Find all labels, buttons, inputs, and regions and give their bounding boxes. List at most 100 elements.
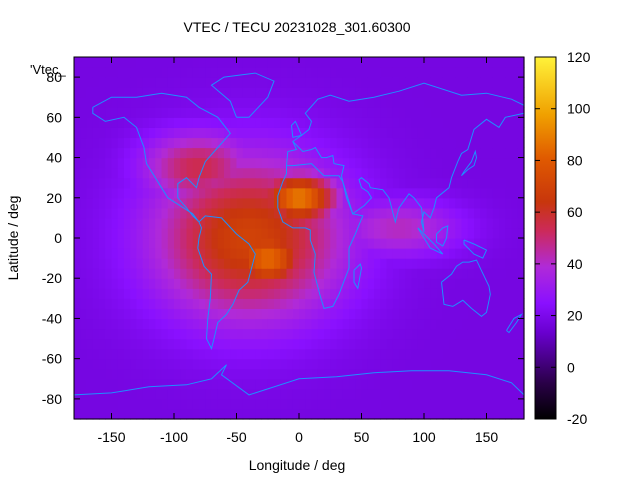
- heatmap-cell: [286, 288, 294, 299]
- heatmap-cell: [130, 107, 138, 118]
- heatmap-cell: [155, 137, 163, 149]
- heatmap-cell: [317, 207, 325, 219]
- heatmap-cell: [74, 308, 81, 320]
- heatmap-cell: [280, 268, 288, 279]
- heatmap-cell: [461, 87, 469, 98]
- heatmap-cell: [142, 388, 150, 400]
- heatmap-cell: [224, 167, 231, 179]
- heatmap-cell: [180, 358, 188, 370]
- heatmap-cell: [74, 328, 81, 340]
- heatmap-cell: [349, 167, 356, 179]
- heatmap-cell: [230, 77, 238, 88]
- heatmap-cell: [105, 388, 113, 400]
- heatmap-cell: [374, 348, 381, 360]
- heatmap-cell: [324, 77, 331, 88]
- heatmap-cell: [274, 398, 281, 410]
- heatmap-cell: [161, 308, 169, 320]
- heatmap-cell: [474, 107, 481, 118]
- heatmap-cell: [499, 398, 506, 410]
- heatmap-cell: [86, 238, 94, 249]
- heatmap-cell: [311, 288, 319, 299]
- heatmap-cell: [117, 197, 125, 209]
- heatmap-cell: [330, 328, 338, 340]
- heatmap-cell: [330, 278, 338, 289]
- heatmap-cell: [274, 268, 281, 279]
- heatmap-cell: [242, 147, 250, 159]
- heatmap-cell: [211, 67, 219, 78]
- heatmap-cell: [242, 318, 250, 330]
- heatmap-cell: [336, 167, 344, 179]
- heatmap-cell: [117, 308, 125, 320]
- heatmap-cell: [374, 278, 381, 289]
- heatmap-cell: [249, 217, 256, 229]
- heatmap-cell: [111, 57, 119, 68]
- heatmap-cell: [136, 67, 144, 78]
- heatmap-cell: [199, 87, 206, 98]
- heatmap-cell: [386, 368, 394, 380]
- heatmap-cell: [467, 207, 475, 219]
- heatmap-cell: [192, 77, 200, 88]
- heatmap-cell: [486, 137, 494, 149]
- heatmap-cell: [267, 238, 275, 249]
- heatmap-cell: [186, 97, 194, 108]
- heatmap-cell: [517, 338, 525, 350]
- heatmap-cell: [386, 278, 394, 289]
- heatmap-cell: [99, 318, 106, 330]
- heatmap-cell: [336, 157, 344, 169]
- heatmap-cell: [111, 378, 119, 390]
- heatmap-cell: [180, 57, 188, 68]
- heatmap-cell: [142, 67, 150, 78]
- heatmap-cell: [92, 67, 100, 78]
- heatmap-cell: [374, 77, 381, 88]
- heatmap-cell: [136, 408, 144, 420]
- heatmap-cell: [199, 187, 206, 199]
- heatmap-cell: [280, 288, 288, 299]
- heatmap-cell: [192, 388, 200, 400]
- heatmap-cell: [249, 318, 256, 330]
- heatmap-cell: [361, 338, 369, 350]
- heatmap-cell: [517, 107, 525, 118]
- heatmap-cell: [405, 87, 413, 98]
- heatmap-cell: [386, 157, 394, 169]
- heatmap-cell: [74, 248, 81, 259]
- heatmap-cell: [80, 217, 88, 229]
- heatmap-cell: [80, 338, 88, 350]
- heatmap-cell: [105, 318, 113, 330]
- heatmap-cell: [392, 368, 400, 380]
- x-tick-label: 0: [295, 429, 303, 445]
- heatmap-cell: [474, 167, 481, 179]
- heatmap-cell: [311, 318, 319, 330]
- heatmap-cell: [355, 388, 363, 400]
- heatmap-cell: [367, 288, 375, 299]
- heatmap-cell: [230, 268, 238, 279]
- heatmap-cell: [305, 57, 313, 68]
- heatmap-cell: [230, 288, 238, 299]
- heatmap-cell: [505, 368, 513, 380]
- heatmap-cell: [292, 137, 300, 149]
- heatmap-cell: [80, 408, 88, 420]
- heatmap-cell: [336, 107, 344, 118]
- heatmap-cell: [474, 227, 481, 239]
- heatmap-cell: [267, 177, 275, 189]
- heatmap-cell: [124, 278, 131, 289]
- heatmap-cell: [236, 127, 244, 139]
- heatmap-cell: [292, 358, 300, 370]
- heatmap-cell: [430, 318, 438, 330]
- heatmap-cell: [442, 258, 450, 269]
- heatmap-cell: [242, 248, 250, 259]
- heatmap-cell: [517, 187, 525, 199]
- heatmap-cell: [305, 338, 313, 350]
- heatmap-cell: [111, 227, 119, 239]
- heatmap-cell: [292, 187, 300, 199]
- heatmap-cell: [230, 207, 238, 219]
- heatmap-cell: [505, 87, 513, 98]
- heatmap-cell: [392, 127, 400, 139]
- heatmap-cell: [311, 308, 319, 320]
- heatmap-cell: [117, 318, 125, 330]
- heatmap-cell: [205, 378, 213, 390]
- heatmap-cell: [174, 217, 181, 229]
- heatmap-cell: [424, 388, 431, 400]
- heatmap-cell: [217, 398, 225, 410]
- heatmap-cell: [86, 107, 94, 118]
- heatmap-cell: [311, 157, 319, 169]
